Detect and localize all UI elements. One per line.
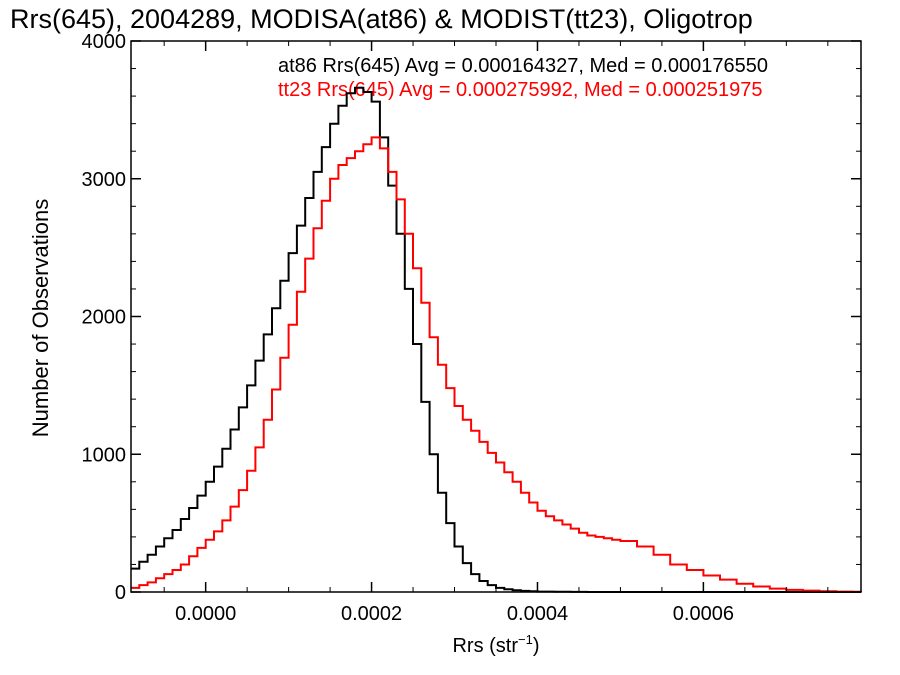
x-tick-label: 0.0002 [341, 603, 402, 625]
x-tick-label: 0.0004 [507, 603, 568, 625]
x-tick-label: 0.0006 [673, 603, 734, 625]
x-axis-label: Rrs (str−1) [452, 632, 539, 657]
chart-title: Rrs(645), 2004289, MODISA(at86) & MODIST… [10, 4, 753, 34]
y-axis-label: Number of Observations [28, 199, 53, 437]
y-tick-label: 0 [115, 582, 126, 604]
plot-frame [130, 40, 862, 593]
x-tick-label: 0.0000 [175, 603, 236, 625]
series-tt23-histogram [131, 136, 862, 593]
x-axis-label-text: Rrs (str [452, 635, 518, 657]
series-at86-histogram [131, 86, 861, 593]
legend-at86-annotation: at86 Rrs(645) Avg = 0.000164327, Med = 0… [278, 55, 768, 77]
y-tick-label: 2000 [82, 307, 127, 329]
x-axis-label-close: ) [533, 635, 540, 657]
y-tick-label: 4000 [82, 31, 127, 53]
y-tick-label: 3000 [82, 169, 127, 191]
legend-tt23-annotation: tt23 Rrs(645) Avg = 0.000275992, Med = 0… [278, 79, 762, 101]
x-axis-label-superscript: −1 [518, 632, 533, 647]
y-tick-label: 1000 [82, 444, 127, 466]
